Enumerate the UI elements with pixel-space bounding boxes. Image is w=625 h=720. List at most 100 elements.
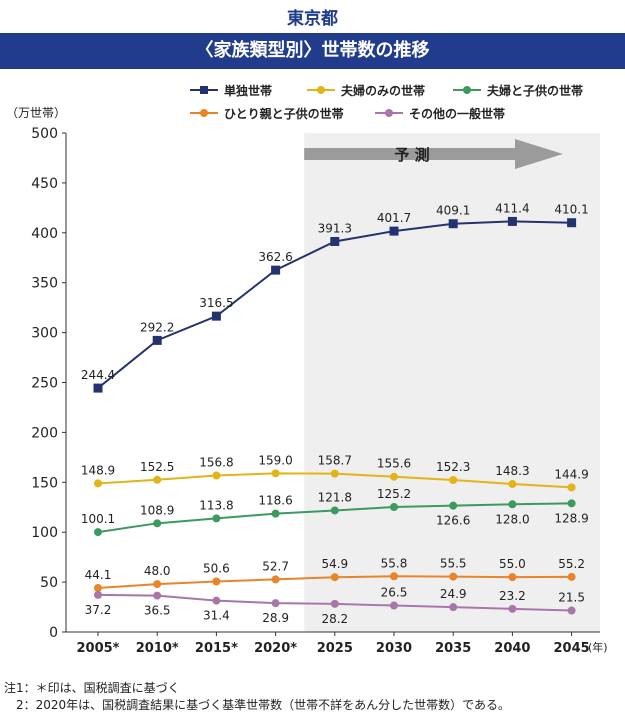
data-label: 23.2 xyxy=(499,589,526,603)
legend-label: 夫婦と子供の世帯 xyxy=(486,83,583,98)
y-tick-label: 350 xyxy=(31,276,58,292)
data-point xyxy=(390,601,398,610)
data-point xyxy=(448,219,458,229)
data-point xyxy=(508,604,517,613)
data-label: 128.9 xyxy=(554,511,588,525)
legend-label: 単独世帯 xyxy=(224,83,272,98)
x-tick-label: 2020* xyxy=(254,641,297,656)
data-point xyxy=(390,572,398,581)
data-label: 55.0 xyxy=(499,557,526,571)
y-tick-label: 100 xyxy=(31,525,58,541)
footnote-2: 2：2020年は、国税調査結果に基づく基準世帯数（世帯不詳をあん分した世帯数）で… xyxy=(4,698,511,712)
legend-label: その他の一般世帯 xyxy=(409,106,505,121)
data-point xyxy=(567,483,576,492)
data-point xyxy=(94,528,102,537)
y-tick-label: 250 xyxy=(31,376,58,392)
x-tick-label: 2045 xyxy=(554,641,590,656)
data-label: 55.8 xyxy=(381,556,408,570)
y-tick-label: 50 xyxy=(40,575,58,591)
legend-marker xyxy=(317,86,325,94)
data-point xyxy=(212,514,221,523)
data-point xyxy=(153,475,162,484)
data-label: 37.2 xyxy=(85,603,112,617)
data-point xyxy=(508,500,517,509)
data-label: 158.7 xyxy=(318,454,352,468)
data-point xyxy=(153,519,162,528)
data-point xyxy=(449,501,458,510)
data-label: 118.6 xyxy=(258,494,292,508)
household-line-chart: 予 測 0 50 100 150 200 250 300 350 400 450 500 （万世帯） 20… xyxy=(6,83,608,656)
data-point xyxy=(271,509,280,518)
data-point xyxy=(449,603,458,612)
data-label: 36.5 xyxy=(144,604,171,618)
data-point xyxy=(153,591,162,600)
data-point xyxy=(567,606,576,615)
data-label: 411.4 xyxy=(495,201,529,215)
organization-name: 東京都 xyxy=(287,9,338,29)
data-point xyxy=(330,469,339,478)
data-label: 28.2 xyxy=(321,612,348,626)
data-label: 113.8 xyxy=(199,498,233,512)
forecast-region xyxy=(304,133,600,632)
data-label: 391.3 xyxy=(318,221,352,235)
data-label: 316.5 xyxy=(199,296,233,310)
data-label: 148.9 xyxy=(81,463,115,477)
y-tick-label: 400 xyxy=(31,226,58,242)
data-point xyxy=(271,599,280,608)
data-label: 121.8 xyxy=(318,490,352,504)
data-point xyxy=(449,572,458,581)
data-point xyxy=(330,573,339,582)
data-label: 126.6 xyxy=(436,514,470,528)
data-point xyxy=(212,471,221,480)
data-point xyxy=(93,383,103,393)
data-point xyxy=(390,503,398,512)
data-label: 362.6 xyxy=(258,250,292,264)
legend-marker xyxy=(200,109,208,117)
data-label: 156.8 xyxy=(199,456,233,470)
y-tick-label: 150 xyxy=(31,475,58,491)
data-point xyxy=(271,469,280,478)
data-label: 159.0 xyxy=(258,453,292,467)
data-point xyxy=(212,577,221,586)
data-point xyxy=(567,499,576,508)
x-tick-label: 2010* xyxy=(136,641,179,656)
data-label: 50.6 xyxy=(203,562,230,576)
x-tick-label: 2005* xyxy=(77,641,120,656)
data-point xyxy=(94,583,102,592)
data-point xyxy=(211,311,221,321)
data-point xyxy=(153,580,162,589)
data-point xyxy=(567,218,577,228)
y-tick-label: 500 xyxy=(31,126,58,142)
forecast-label: 予 測 xyxy=(394,146,429,164)
data-point xyxy=(330,236,340,246)
data-label: 100.1 xyxy=(81,512,115,526)
data-label: 128.0 xyxy=(495,512,529,526)
data-label: 155.6 xyxy=(377,457,411,471)
data-label: 148.3 xyxy=(495,464,529,478)
data-point xyxy=(567,572,576,581)
data-label: 54.9 xyxy=(321,557,348,571)
data-label: 401.7 xyxy=(377,211,411,225)
data-point xyxy=(212,596,221,605)
data-label: 26.5 xyxy=(381,586,408,600)
data-point xyxy=(508,479,517,488)
data-point xyxy=(330,599,339,608)
legend-marker xyxy=(200,86,208,94)
forecast-arrow xyxy=(304,139,563,169)
data-point xyxy=(94,479,102,488)
y-tick-label: 0 xyxy=(49,625,58,641)
data-label: 21.5 xyxy=(558,591,585,605)
data-label: 144.9 xyxy=(554,467,588,481)
y-axis-unit-label: （万世帯） xyxy=(6,106,66,120)
footnote-1: 注1：＊印は、国税調査に基づく xyxy=(4,681,180,695)
data-label: 48.0 xyxy=(144,564,171,578)
data-label: 24.9 xyxy=(440,587,467,601)
legend-marker xyxy=(385,109,393,117)
data-label: 152.3 xyxy=(436,460,470,474)
y-tick-label: 450 xyxy=(31,176,58,192)
data-point xyxy=(449,476,458,485)
data-label: 244.4 xyxy=(81,368,115,382)
x-tick-label: 2015* xyxy=(195,641,238,656)
data-label: 55.2 xyxy=(558,557,585,571)
data-label: 152.5 xyxy=(140,460,174,474)
